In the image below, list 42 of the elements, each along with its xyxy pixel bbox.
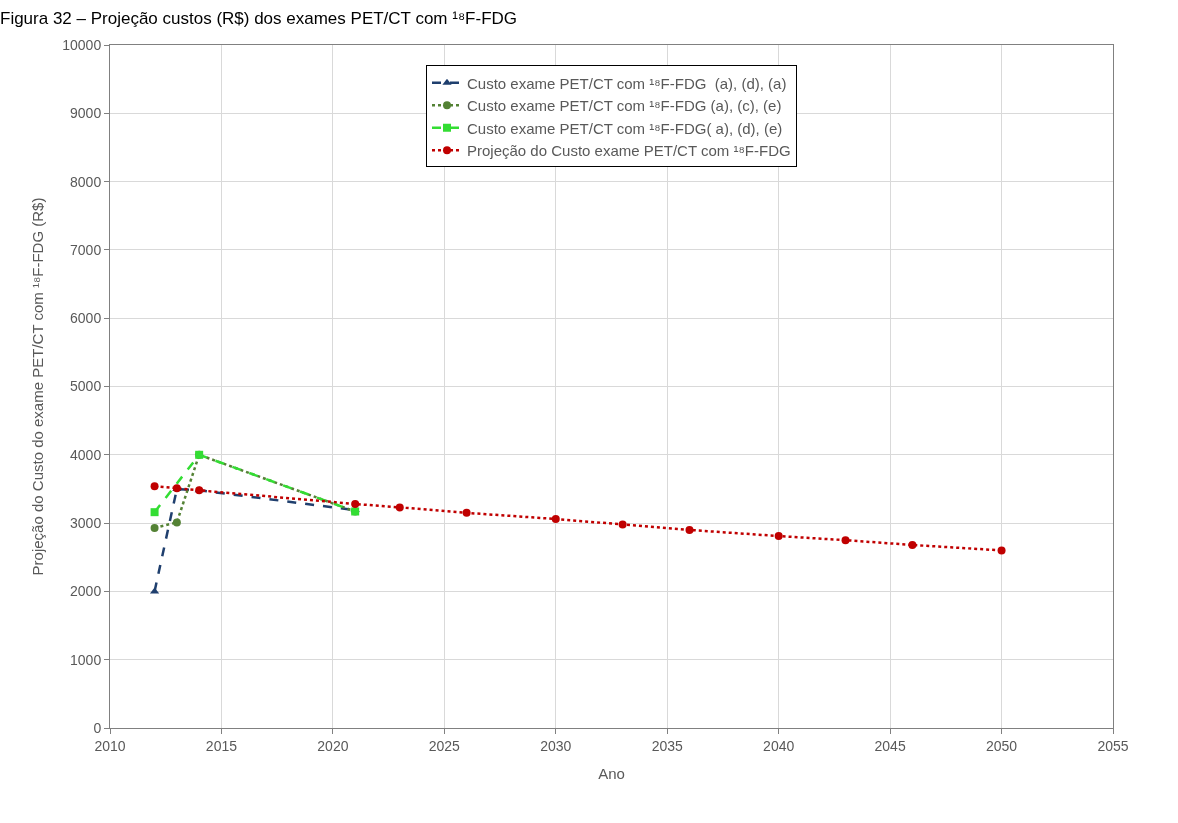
point: [997, 546, 1006, 555]
point: [685, 525, 694, 534]
y-tick-label: 8000: [70, 173, 102, 190]
x-axis-title: Ano: [598, 764, 625, 782]
x-tick-label: 2020: [317, 737, 349, 754]
x-tick-label: 2045: [874, 737, 906, 754]
x-tick-label: 2055: [1097, 737, 1129, 754]
x-tick-label: 2040: [763, 737, 795, 754]
x-tick-label: 2015: [205, 737, 238, 754]
y-tick-label: 3000: [70, 515, 102, 531]
legend-label: Custo exame PET/CT com ¹⁸F-FDG (a), (d), (a): [467, 74, 787, 92]
point: [618, 520, 627, 529]
x-tick-label: 2010: [94, 737, 126, 754]
y-axis-title: Projeção do Custo do exame PET/CT com ¹⁸F-FDG (R$): [28, 197, 46, 576]
y-tick-label: 2000: [70, 583, 102, 600]
point: [150, 523, 159, 532]
legend-label: Custo exame PET/CT com ¹⁸F-FDG (a), (c), (e): [467, 97, 782, 115]
point: [841, 536, 850, 545]
x-tick-label: 2050: [985, 737, 1018, 754]
point: [172, 518, 181, 527]
y-tick-label: 1000: [70, 651, 102, 668]
y-tick-label: 4000: [70, 446, 102, 463]
y-tick-label: 7000: [70, 241, 102, 258]
point: [908, 540, 917, 549]
point: [150, 508, 159, 517]
x-tick-label: 2030: [540, 737, 572, 754]
y-tick-label: 6000: [70, 310, 102, 327]
y-tick-label: 5000: [70, 378, 102, 395]
legend-label: Custo exame PET/CT com ¹⁸F-FDG( a), (d), (e): [467, 119, 783, 137]
y-tick-label: 10000: [62, 36, 102, 53]
point: [551, 515, 560, 523]
point: [150, 482, 159, 491]
chart-title: Figura 32 – Projeção custos (R$) dos exames PET/CT com ¹⁸F-FDG: [0, 9, 518, 29]
x-tick-label: 2025: [428, 737, 461, 754]
point: [395, 503, 404, 512]
x-tick-label: 2035: [651, 737, 683, 754]
y-tick-label: 9000: [70, 105, 102, 122]
legend-label: Projeção do Custo exame PET/CT com ¹⁸F-FDG: [467, 142, 791, 160]
y-tick-label: 0: [93, 719, 102, 736]
point: [351, 499, 360, 508]
point: [462, 508, 471, 517]
point: [774, 532, 783, 541]
